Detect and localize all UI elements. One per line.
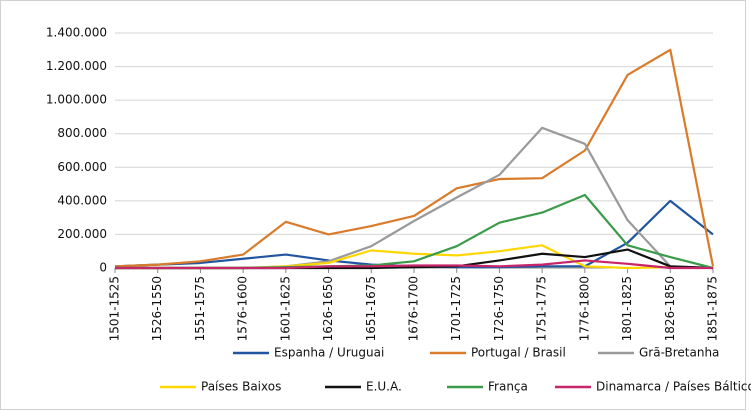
x-tick-label: 1776-1800 [577,276,591,341]
x-tick-label: 1576-1600 [236,276,250,341]
y-tick-label: 1.000.000 [46,93,107,107]
x-tick-label: 1701-1725 [449,276,463,341]
legend-label: França [488,380,528,394]
y-tick-label: 800.000 [57,126,107,140]
x-tick-label: 1826-1850 [663,276,677,341]
x-tick-label: 1726-1750 [492,276,506,341]
series-line [115,259,713,270]
legend-label: Portugal / Brasil [471,346,566,360]
x-tick-label: 1651-1675 [364,276,378,341]
y-tick-label: 400.000 [57,193,107,207]
series-line [114,48,715,268]
x-tick-label: 1601-1625 [278,276,292,341]
y-tick-label: 1.400.000 [46,26,107,40]
legend-label: Espanha / Uruguai [274,346,384,360]
y-tick-label: 1.200.000 [46,59,107,73]
legend-label: E.U.A. [366,380,402,394]
legend-label: Grã-Bretanha [639,346,719,360]
legend-label: Dinamarca / Países Bálticos [596,380,751,394]
legend-label: Países Baixos [201,380,281,394]
y-tick-label: 200.000 [57,227,107,241]
x-tick-label: 1851-1875 [706,276,720,341]
x-tick-label: 1526-1550 [150,276,164,341]
y-tick-label: 0 [99,261,107,275]
x-tick-label: 1626-1650 [321,276,335,341]
x-tick-label: 1751-1775 [535,276,549,341]
x-tick-label: 1801-1825 [620,276,634,341]
y-tick-label: 600.000 [57,160,107,174]
x-tick-label: 1551-1575 [193,276,207,341]
x-tick-label: 1501-1525 [108,276,122,341]
x-tick-label: 1676-1700 [407,276,421,341]
